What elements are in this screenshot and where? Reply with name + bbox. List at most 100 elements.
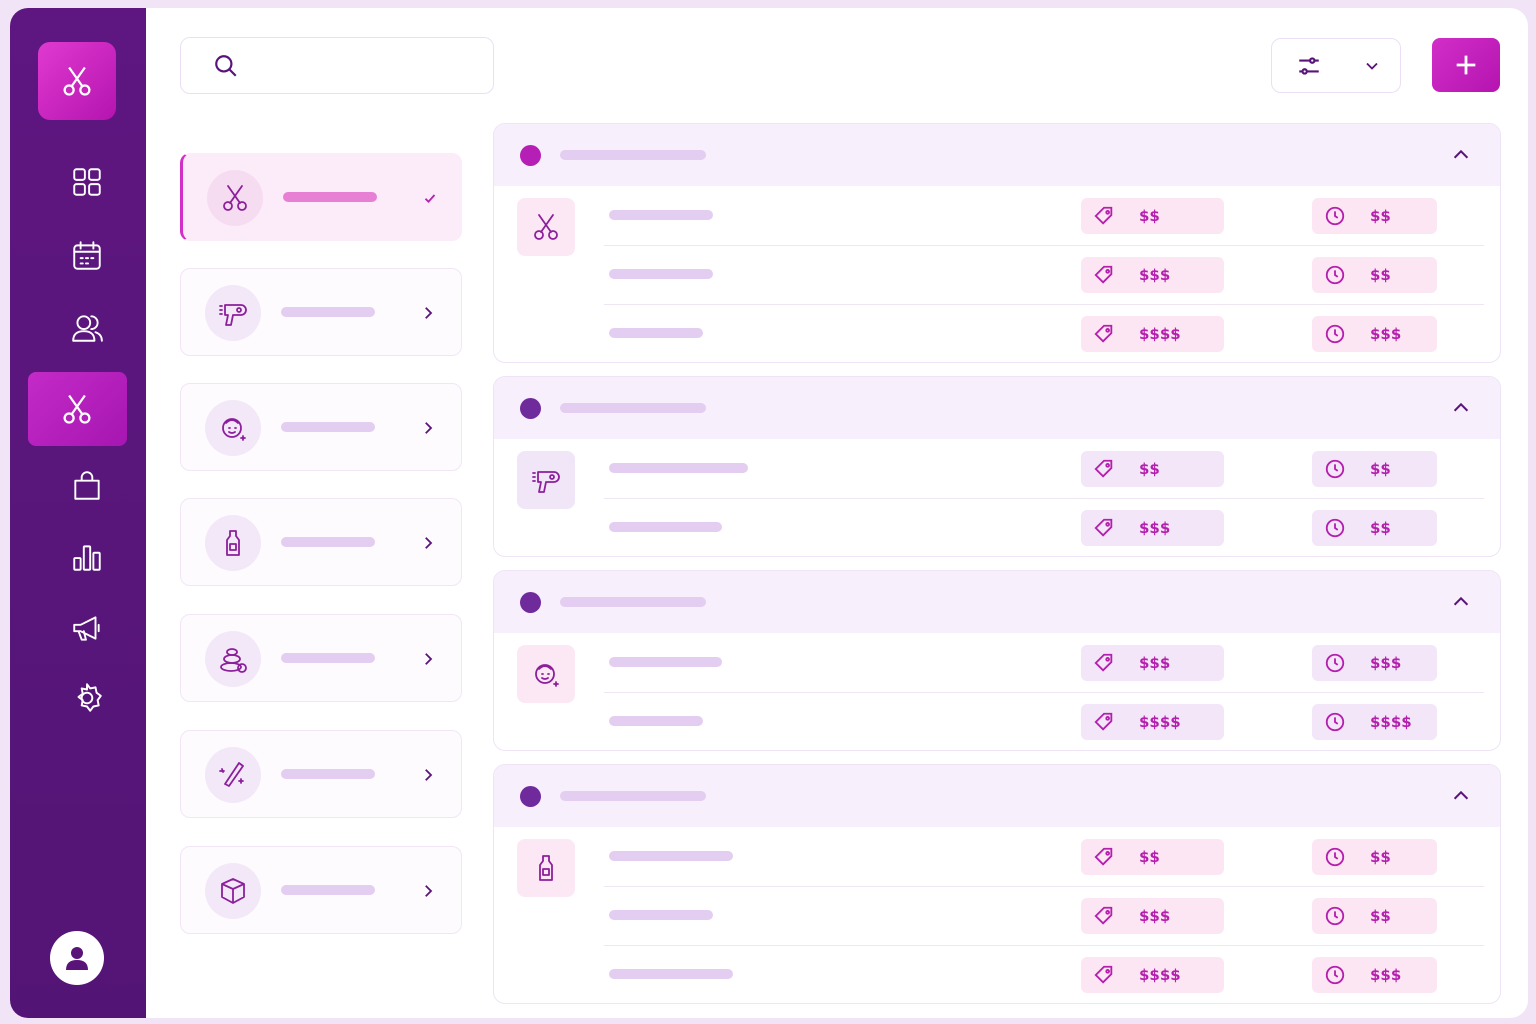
category-glyph (219, 182, 251, 214)
logo[interactable] (38, 42, 116, 120)
price-pill: $$$ (1081, 898, 1224, 934)
search-box[interactable] (180, 37, 494, 94)
duration-text: $$$ (1370, 654, 1402, 672)
price-icon (1093, 652, 1115, 674)
duration-pill: $$$ (1312, 316, 1437, 352)
row-divider (604, 692, 1484, 693)
service-name-placeholder (609, 851, 733, 861)
price-text: $$$ (1139, 907, 1171, 925)
duration-text: $$ (1370, 848, 1391, 866)
duration-text: $$ (1370, 460, 1391, 478)
duration-icon (1324, 905, 1346, 927)
chevron-right (425, 537, 433, 549)
group-dot (520, 145, 541, 166)
category-icon (205, 400, 261, 456)
duration-icon (1324, 264, 1346, 286)
price-icon (1093, 846, 1115, 868)
category-card[interactable] (180, 614, 462, 702)
duration-pill: $$ (1312, 898, 1437, 934)
service-icon (517, 839, 575, 897)
duration-pill: $$ (1312, 198, 1437, 234)
plus-icon (1456, 55, 1476, 75)
collapse-icon[interactable] (1450, 397, 1472, 419)
duration-pill: $$ (1312, 451, 1437, 487)
category-name-placeholder (281, 769, 375, 779)
price-icon (1093, 517, 1115, 539)
category-card[interactable] (180, 730, 462, 818)
price-icon (1093, 711, 1115, 733)
service-icon (517, 645, 575, 703)
nav-shop[interactable] (70, 469, 104, 503)
category-name-placeholder (281, 653, 375, 663)
nav-clients[interactable] (70, 311, 104, 345)
duration-icon (1324, 205, 1346, 227)
price-icon (1093, 323, 1115, 345)
add-button[interactable] (1432, 38, 1500, 92)
group-dot (520, 398, 541, 419)
duration-text: $$ (1370, 266, 1391, 284)
service-name-placeholder (609, 969, 733, 979)
category-name-placeholder (283, 192, 377, 202)
group-name-placeholder (560, 791, 706, 801)
service-name-placeholder (609, 657, 722, 667)
group-header[interactable] (494, 124, 1500, 186)
user-avatar[interactable] (50, 931, 104, 985)
filter-button[interactable] (1271, 38, 1401, 93)
duration-icon (1324, 323, 1346, 345)
price-text: $$ (1139, 848, 1160, 866)
service-name-placeholder (609, 463, 748, 473)
price-icon (1093, 905, 1115, 927)
category-icon (207, 170, 263, 226)
nav-settings[interactable] (70, 681, 104, 715)
group-header[interactable] (494, 765, 1500, 827)
category-glyph (217, 875, 249, 907)
service-name-placeholder (609, 210, 713, 220)
collapse-icon[interactable] (1450, 785, 1472, 807)
chevron-right (425, 307, 433, 319)
service-group: $$ $$ $$$ $$ $$$$ $$$ (493, 123, 1501, 363)
group-dot (520, 592, 541, 613)
nav-dashboard[interactable] (70, 165, 104, 199)
logo-icon (59, 63, 95, 99)
duration-pill: $$ (1312, 839, 1437, 875)
category-card[interactable] (180, 268, 462, 356)
duration-pill: $$ (1312, 510, 1437, 546)
service-group: $$$ $$$ $$$$ $$$$ (493, 570, 1501, 751)
category-icon (205, 863, 261, 919)
avatar-icon (66, 947, 88, 970)
price-icon (1093, 964, 1115, 986)
service-glyph (530, 658, 562, 690)
category-glyph (217, 527, 249, 559)
category-card[interactable] (180, 383, 462, 471)
price-icon (1093, 205, 1115, 227)
price-pill: $$$$ (1081, 316, 1224, 352)
price-text: $$$$ (1139, 325, 1181, 343)
group-name-placeholder (560, 403, 706, 413)
chevron-right (425, 653, 433, 665)
category-glyph (217, 297, 249, 329)
service-icon (517, 198, 575, 256)
nav-calendar[interactable] (70, 239, 104, 273)
category-card[interactable] (180, 498, 462, 586)
collapse-icon[interactable] (1450, 144, 1472, 166)
nav-reports[interactable] (70, 540, 104, 574)
price-icon (1093, 264, 1115, 286)
category-card[interactable] (180, 153, 462, 241)
service-glyph (530, 852, 562, 884)
row-divider (604, 498, 1484, 499)
duration-pill: $$$ (1312, 957, 1437, 993)
service-name-placeholder (609, 269, 713, 279)
category-card[interactable] (180, 846, 462, 934)
service-name-placeholder (609, 716, 703, 726)
collapse-icon[interactable] (1450, 591, 1472, 613)
price-pill: $$$ (1081, 645, 1224, 681)
group-header[interactable] (494, 571, 1500, 633)
service-group: $$ $$ $$$ $$ $$$$ $$$ (493, 764, 1501, 1004)
group-header[interactable] (494, 377, 1500, 439)
price-pill: $$ (1081, 839, 1224, 875)
price-text: $$$ (1139, 266, 1171, 284)
nav-services-active[interactable] (28, 372, 127, 446)
service-glyph (530, 211, 562, 243)
nav-marketing[interactable] (70, 611, 104, 645)
